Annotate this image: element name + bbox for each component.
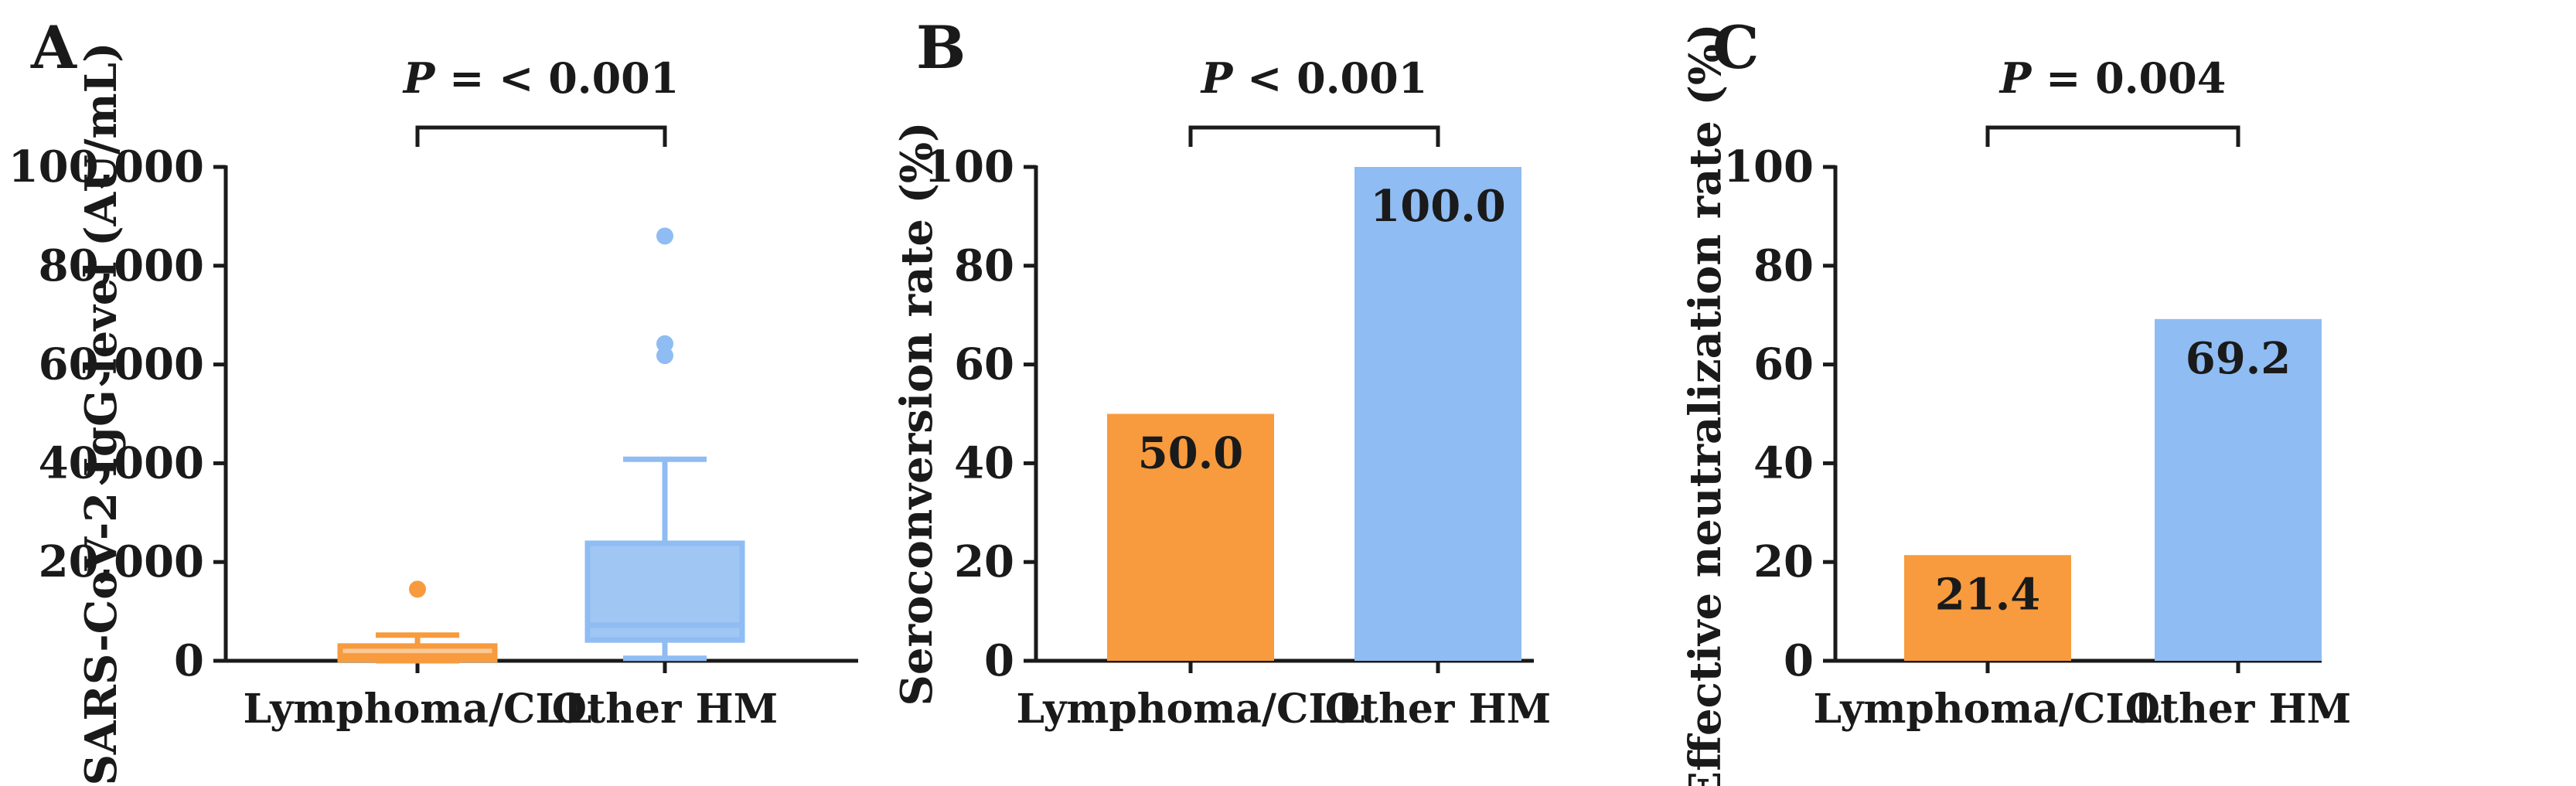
y-tick-label: 20 [954,536,1014,587]
x-tick-label: Other HM [552,686,778,733]
panel-letter: B [916,13,966,82]
significance-bracket [1985,125,2240,147]
y-tick-label: 80 [954,240,1014,291]
bar-value-label: 100.0 [1370,181,1505,232]
y-tick-label: 40 [954,437,1014,488]
y-tick-label: 40 [1753,437,1814,488]
bar-value-label: 69.2 [2186,333,2291,384]
y-tick-label: 40,000 [39,437,204,488]
y-tick-label: 60,000 [39,339,204,390]
bar [1904,555,2071,661]
y-axis-title: Seroconversion rate (%) [891,121,942,706]
panel-letter: A [30,13,77,82]
y-tick-label: 20,000 [39,536,204,587]
y-tick-label: 0 [1784,635,1814,686]
significance-bracket [1188,125,1440,147]
p-value-label: P = < 0.001 [402,53,680,103]
p-value-label: P < 0.001 [1200,53,1428,103]
bar [1354,167,1521,661]
bar [2155,318,2322,661]
y-tick-label: 60 [954,339,1014,390]
panel-a: A 0 20,000 40,000 60,000 80,000 100,000 Lymphom… [9,13,858,786]
bar [1107,413,1274,661]
y-tick-label: 100 [1723,141,1814,192]
significance-bracket [415,125,667,147]
x-tick-label: Lymphoma/CLL [1813,686,2162,733]
x-tick-label: Other HM [1325,686,1551,733]
x-tick-label: Other HM [2125,686,2351,733]
panel-letter: C [1712,13,1760,82]
outlier-point [656,335,673,352]
x-tick-label: Lymphoma/CLL [243,686,591,733]
y-tick-label: 100 [924,141,1014,192]
y-tick-label: 20 [1753,536,1814,587]
outlier-point [409,580,426,598]
y-axis-title: Effective neutralization rate (%) [1680,23,1731,786]
y-tick-label: 60 [1753,339,1814,390]
y-tick-label: 80 [1753,240,1814,291]
bar-value-label: 21.4 [1935,569,2040,620]
y-tick-label: 80,000 [39,240,204,291]
y-tick-label: 0 [984,635,1014,686]
y-axis-title: SARS-CoV-2 IgG level (AU/mL) [76,42,127,785]
y-tick-label: 0 [174,635,204,686]
bar-value-label: 50.0 [1138,428,1243,479]
outlier-point [656,347,673,365]
p-value-label: P = 0.004 [1998,53,2227,103]
y-tick-label: 100,000 [9,141,204,192]
outlier-point [656,227,673,245]
x-tick-label: Lymphoma/CLL [1016,686,1365,733]
